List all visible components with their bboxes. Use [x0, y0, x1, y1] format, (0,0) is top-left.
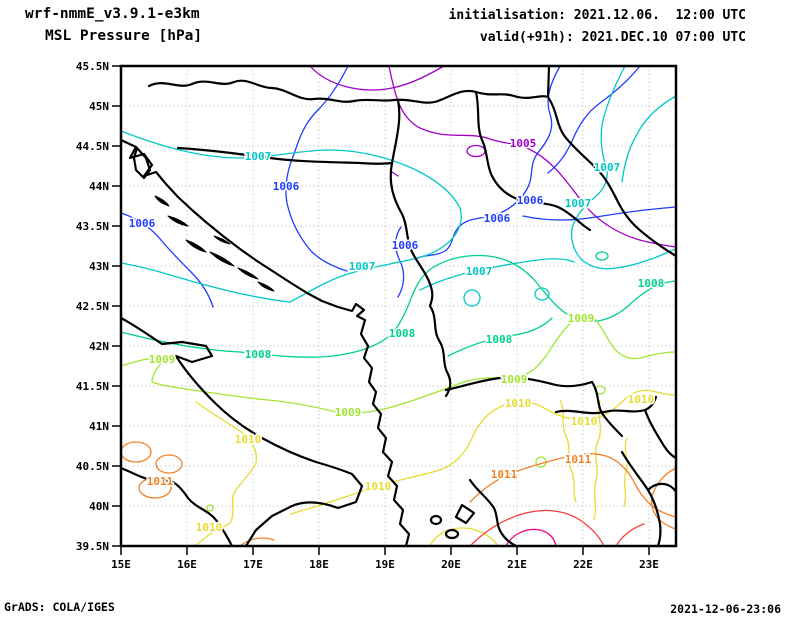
svg-text:1009: 1009 — [568, 312, 595, 325]
svg-text:43N: 43N — [89, 260, 109, 273]
svg-text:1006: 1006 — [392, 239, 419, 252]
svg-text:1008: 1008 — [245, 348, 272, 361]
grads-credit: GrADS: COLA/IGES — [4, 600, 115, 614]
svg-text:16E: 16E — [177, 558, 197, 571]
svg-text:41N: 41N — [89, 420, 109, 433]
svg-text:23E: 23E — [639, 558, 659, 571]
map-frame — [119, 64, 678, 548]
svg-text:1008: 1008 — [389, 327, 416, 340]
svg-text:1006: 1006 — [517, 194, 544, 207]
svg-text:43.5N: 43.5N — [76, 220, 109, 233]
field-title: MSL Pressure [hPa] — [45, 28, 203, 44]
svg-text:41.5N: 41.5N — [76, 380, 109, 393]
svg-text:44N: 44N — [89, 180, 109, 193]
svg-text:1009: 1009 — [149, 353, 176, 366]
svg-text:1007: 1007 — [466, 265, 493, 278]
svg-text:18E: 18E — [309, 558, 329, 571]
svg-text:40N: 40N — [89, 500, 109, 513]
svg-text:40.5N: 40.5N — [76, 460, 109, 473]
svg-text:1010: 1010 — [365, 480, 392, 493]
axis-labels: 45.5N 45N 44.5N 44N 43.5N 43N 42.5N 42N 41.5N 41N… — [76, 60, 659, 571]
svg-text:1008: 1008 — [486, 333, 513, 346]
svg-text:1007: 1007 — [565, 197, 592, 210]
svg-text:44.5N: 44.5N — [76, 140, 109, 153]
svg-text:1010: 1010 — [505, 397, 532, 410]
svg-text:1008: 1008 — [638, 277, 665, 290]
model-title: wrf-nmmE_v3.9.1-e3km — [25, 6, 200, 22]
svg-text:1006: 1006 — [129, 217, 156, 230]
svg-text:1007: 1007 — [245, 150, 272, 163]
svg-text:42N: 42N — [89, 340, 109, 353]
svg-text:45N: 45N — [89, 100, 109, 113]
coastlines-borders — [119, 64, 678, 548]
svg-text:1011: 1011 — [491, 468, 518, 481]
svg-text:1006: 1006 — [273, 180, 300, 193]
creation-timestamp: 2021-12-06-23:06 — [670, 602, 781, 616]
svg-text:1010: 1010 — [628, 393, 655, 406]
lat-lon-grid — [121, 66, 676, 546]
svg-text:19E: 19E — [375, 558, 395, 571]
svg-text:15E: 15E — [111, 558, 131, 571]
svg-text:1010: 1010 — [235, 433, 262, 446]
svg-text:45.5N: 45.5N — [76, 60, 109, 73]
axis-ticks — [112, 65, 650, 555]
svg-text:21E: 21E — [507, 558, 527, 571]
svg-text:1007: 1007 — [594, 161, 621, 174]
pressure-contours — [120, 65, 677, 547]
svg-text:20E: 20E — [441, 558, 461, 571]
contour-labels: 1005 1006 1006 1006 1006 1006 1007 1007 1007 1007… — [127, 136, 666, 536]
init-time-label: initialisation: 2021.12.06. 12:00 UTC — [448, 8, 746, 23]
svg-text:39.5N: 39.5N — [76, 540, 109, 553]
svg-text:1011: 1011 — [565, 453, 592, 466]
valid-time-label: valid(+91h): 2021.DEC.10 07:00 UTC — [479, 30, 746, 45]
svg-text:1007: 1007 — [349, 260, 376, 273]
svg-text:1010: 1010 — [571, 415, 598, 428]
svg-text:1009: 1009 — [335, 406, 362, 419]
svg-text:1011: 1011 — [147, 475, 174, 488]
svg-text:1010: 1010 — [196, 521, 223, 534]
svg-text:1009: 1009 — [501, 373, 528, 386]
svg-text:1006: 1006 — [484, 212, 511, 225]
svg-text:1005: 1005 — [510, 137, 537, 150]
svg-text:17E: 17E — [243, 558, 263, 571]
svg-text:22E: 22E — [573, 558, 593, 571]
svg-text:42.5N: 42.5N — [76, 300, 109, 313]
